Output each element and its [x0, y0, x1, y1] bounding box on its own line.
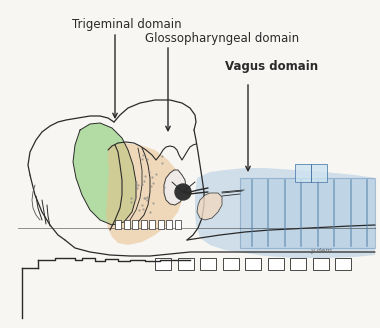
- Bar: [290, 258, 306, 270]
- Text: Trigeminal domain: Trigeminal domain: [72, 18, 182, 31]
- Bar: [240, 178, 375, 248]
- Bar: [335, 258, 351, 270]
- Text: Vagus domain: Vagus domain: [225, 60, 318, 73]
- Bar: [223, 258, 239, 270]
- Bar: [141, 220, 147, 229]
- Circle shape: [175, 184, 191, 200]
- Text: Glossopharyngeal domain: Glossopharyngeal domain: [145, 32, 299, 45]
- Bar: [155, 258, 171, 270]
- Bar: [245, 258, 261, 270]
- Bar: [200, 258, 216, 270]
- Polygon shape: [164, 170, 186, 205]
- Bar: [158, 220, 164, 229]
- Bar: [166, 220, 173, 229]
- Polygon shape: [73, 123, 136, 225]
- Bar: [132, 220, 138, 229]
- Polygon shape: [195, 168, 375, 258]
- Polygon shape: [106, 143, 183, 245]
- Bar: [177, 258, 193, 270]
- Bar: [295, 164, 327, 182]
- Bar: [115, 220, 121, 229]
- Polygon shape: [197, 193, 222, 220]
- Text: y dem: y dem: [310, 248, 332, 254]
- Bar: [312, 258, 328, 270]
- Bar: [124, 220, 130, 229]
- Bar: [268, 258, 283, 270]
- Bar: [175, 220, 181, 229]
- Bar: [149, 220, 155, 229]
